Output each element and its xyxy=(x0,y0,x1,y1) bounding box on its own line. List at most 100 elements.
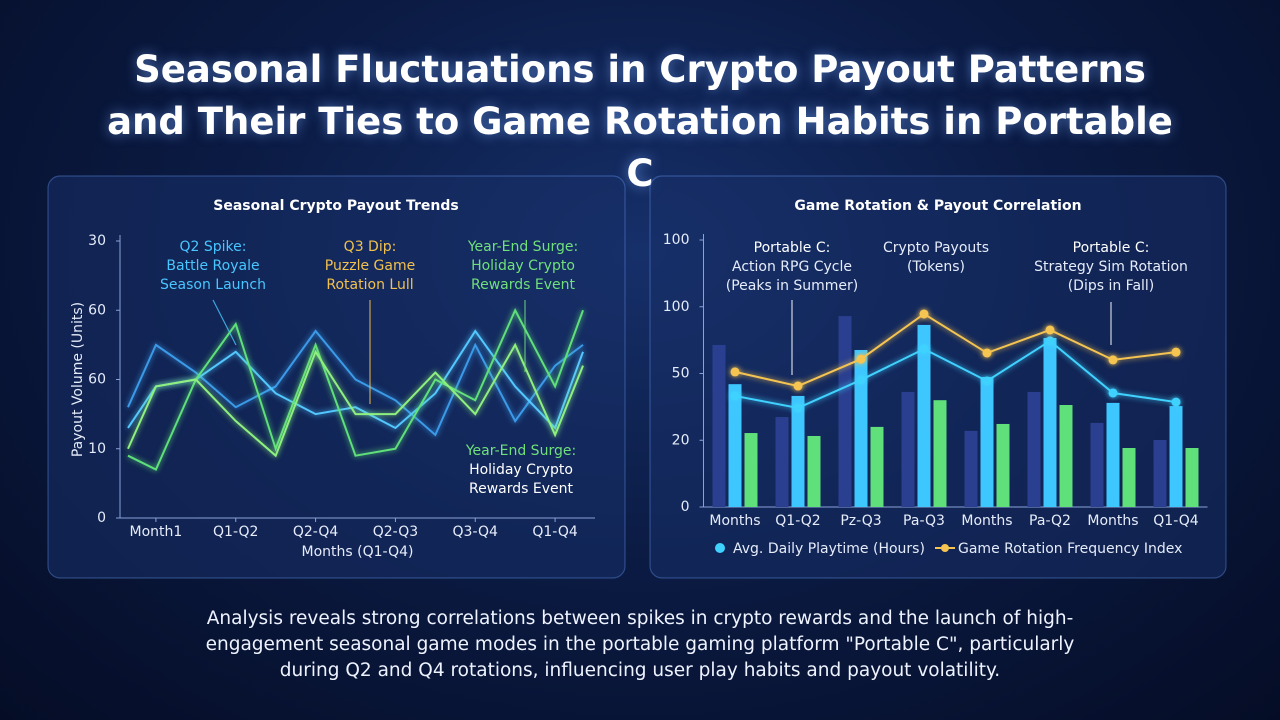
y-tick-label: 100 xyxy=(663,232,690,248)
bar xyxy=(791,395,805,507)
annotation-text: Puzzle Game xyxy=(325,258,415,274)
bar xyxy=(1185,447,1199,507)
annotation-leader xyxy=(212,299,237,346)
annotation-text: Year-End Surge: xyxy=(467,239,578,255)
bar xyxy=(807,435,821,507)
line-point xyxy=(793,381,803,391)
annotation-text: Q2 Spike: xyxy=(180,239,247,255)
line-point xyxy=(1108,388,1118,398)
x-tick-label: Month1 xyxy=(130,524,183,540)
y-axis-label: Payout Volume (Units) xyxy=(70,302,86,457)
line-point xyxy=(982,376,992,386)
annotation-text: Action RPG Cycle xyxy=(732,259,852,275)
x-tick-label: Q1-Q2 xyxy=(775,513,820,529)
y-tick-label: 0 xyxy=(681,499,690,515)
bar xyxy=(728,384,742,507)
x-tick-label: Q2-Q4 xyxy=(293,524,339,540)
series-line xyxy=(127,342,584,458)
bar xyxy=(1106,402,1120,507)
annotation-text: Portable C: xyxy=(754,240,831,256)
line-point xyxy=(919,344,929,354)
y-tick-label: 100 xyxy=(663,299,690,315)
y-tick-label: 50 xyxy=(672,366,690,382)
bar xyxy=(744,433,758,507)
y-tick-label: 20 xyxy=(672,432,690,448)
x-tick-label: Q3-Q4 xyxy=(453,524,499,540)
annotation-text: Q3 Dip: xyxy=(344,239,397,255)
y-tick-label: 10 xyxy=(88,441,106,457)
bar xyxy=(854,350,868,507)
bar xyxy=(1043,337,1057,507)
annotation-text: Portable C: xyxy=(1073,240,1150,256)
x-tick-label: Q2-Q3 xyxy=(373,524,418,540)
panel-left xyxy=(47,175,626,579)
x-tick-label: Q1-Q2 xyxy=(213,524,258,540)
x-tick-label: Months xyxy=(961,513,1012,529)
line-point xyxy=(730,367,740,377)
annotation-text: Strategy Sim Rotation xyxy=(1034,259,1188,275)
legend-marker xyxy=(715,543,725,553)
x-tick-label: Pz-Q3 xyxy=(840,513,881,529)
bar xyxy=(838,316,852,507)
annotation-text: Holiday Crypto xyxy=(471,258,575,274)
bar xyxy=(870,426,884,507)
caption: Analysis reveals strong correlations bet… xyxy=(205,608,1075,681)
x-tick-label: Q1-Q4 xyxy=(1153,513,1199,529)
legend-label: Avg. Daily Playtime (Hours) xyxy=(733,541,925,557)
line-point xyxy=(982,348,992,358)
annotation-text: (Peaks in Summer) xyxy=(726,278,859,294)
line-point xyxy=(1045,325,1055,335)
bar xyxy=(712,344,726,507)
y-tick-label: 0 xyxy=(97,510,106,526)
line-point xyxy=(1171,347,1181,357)
line-point xyxy=(793,403,803,413)
annotation-text: Holiday Crypto xyxy=(469,462,573,478)
annotation-text: Year-End Surge: xyxy=(465,443,576,459)
line-point xyxy=(1045,336,1055,346)
series-line xyxy=(127,329,584,437)
line-point xyxy=(1171,397,1181,407)
x-tick-label: Months xyxy=(709,513,760,529)
series-line xyxy=(734,339,1177,409)
legend-label: Game Rotation Frequency Index xyxy=(958,541,1182,557)
bar xyxy=(933,400,947,507)
legend-marker xyxy=(941,544,949,552)
y-tick-label: 60 xyxy=(88,302,106,318)
x-tick-label: Months xyxy=(1087,513,1138,529)
bar xyxy=(901,391,915,507)
annotation-text: Rotation Lull xyxy=(326,277,413,293)
bar xyxy=(980,376,994,507)
chart-title: Game Rotation & Payout Correlation xyxy=(794,198,1081,214)
line-point xyxy=(919,309,929,319)
x-tick-label: Q1-Q4 xyxy=(532,524,578,540)
bar xyxy=(1059,405,1073,507)
bar xyxy=(775,417,789,507)
series-line xyxy=(734,312,1177,388)
line-point xyxy=(730,391,740,401)
line-point xyxy=(856,375,866,385)
bar xyxy=(917,324,931,507)
bar xyxy=(1122,447,1136,507)
chart-title: Seasonal Crypto Payout Trends xyxy=(213,198,459,214)
bar xyxy=(964,430,978,507)
x-tick-label: Pa-Q2 xyxy=(1029,513,1071,529)
y-tick-label: 60 xyxy=(88,372,106,388)
annotation-text: (Tokens) xyxy=(907,259,965,275)
line-point xyxy=(1108,355,1118,365)
bar xyxy=(1169,406,1183,507)
annotation-text: (Dips in Fall) xyxy=(1068,278,1155,294)
bar xyxy=(996,423,1010,507)
x-axis-label: Months (Q1-Q4) xyxy=(302,544,414,560)
line-point xyxy=(856,354,866,364)
bar xyxy=(1027,391,1041,507)
annotation-text: Rewards Event xyxy=(469,481,573,497)
bar xyxy=(1090,422,1104,507)
annotation-text: Season Launch xyxy=(160,277,266,293)
annotation-text: Rewards Event xyxy=(471,277,575,293)
annotation-text: Battle Royale xyxy=(166,258,259,274)
bar xyxy=(1153,439,1167,507)
annotation-text: Crypto Payouts xyxy=(883,240,989,256)
y-tick-label: 30 xyxy=(88,233,106,249)
